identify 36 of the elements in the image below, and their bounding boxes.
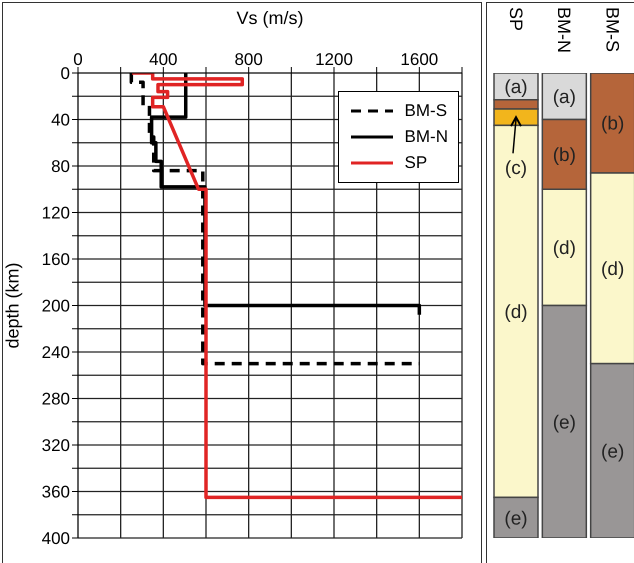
y-tick-label: 400: [42, 529, 70, 548]
x-axis-title: Vs (m/s): [236, 8, 304, 28]
y-tick-label: 320: [42, 436, 70, 456]
data-label: (d): [504, 302, 528, 323]
y-tick-label: 200: [42, 296, 70, 316]
x-tick-label: BM-S: [602, 7, 623, 52]
data-label: (a): [552, 86, 576, 108]
x-tick-label: SP: [506, 7, 526, 32]
y-tick-label: 120: [42, 204, 70, 223]
data-label: (b): [601, 114, 624, 135]
data-label: (d): [601, 258, 624, 280]
y-tick-label: 0: [60, 64, 70, 84]
y-axis-title: depth (km): [2, 262, 22, 349]
x-tick-label: 800: [234, 50, 263, 69]
data-label: (e): [552, 412, 576, 434]
x-tick-label: 400: [149, 50, 178, 69]
legend-label: SP: [404, 153, 428, 173]
data-label: (a): [504, 77, 528, 98]
y-tick-label: 280: [42, 390, 70, 409]
data-label: (e): [504, 508, 528, 530]
data-label: (e): [601, 441, 624, 462]
data-label: (d): [552, 238, 576, 260]
x-tick-label: BM-N: [554, 7, 574, 53]
y-tick-label: 160: [42, 250, 70, 270]
data-label: (c): [504, 158, 528, 179]
y-tick-label: 360: [42, 482, 70, 502]
x-tick-label: 0: [73, 50, 83, 69]
x-tick-label: 1600: [400, 50, 438, 69]
y-tick-label: 80: [51, 157, 70, 176]
legend-label: BM-S: [404, 101, 448, 121]
data-label: (b): [552, 145, 576, 166]
y-tick-label: 240: [42, 343, 70, 362]
line-series: [130, 73, 462, 500]
x-tick-label: 1200: [315, 50, 353, 69]
y-tick-label: 40: [51, 110, 70, 130]
legend-label: BM-N: [404, 127, 448, 147]
